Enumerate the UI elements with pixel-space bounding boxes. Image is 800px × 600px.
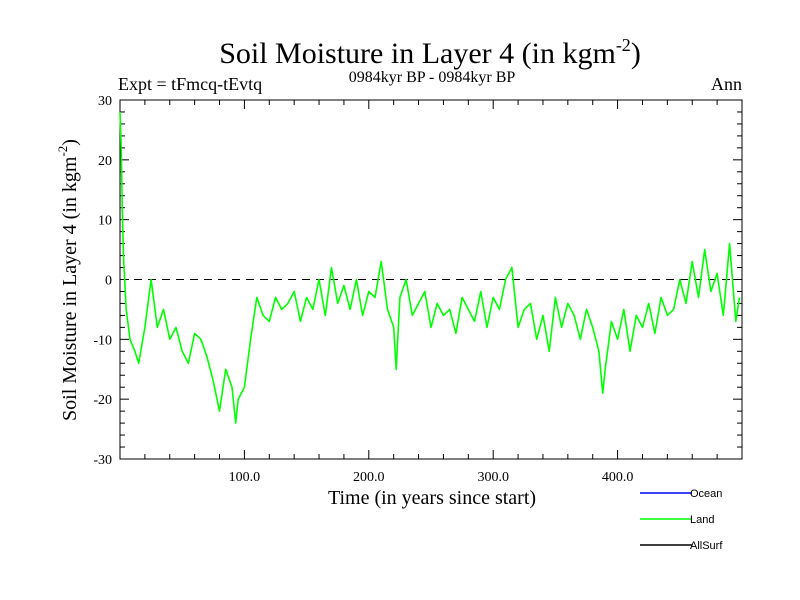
chart-title: Soil Moisture in Layer 4 (in kgm-2) [219,35,641,70]
experiment-label: Expt = tFmcq-tEvtq [118,74,262,94]
y-tick-label: 0 [105,274,112,289]
legend: Ocean Land AllSurf [640,488,723,552]
season-label: Ann [711,74,742,94]
x-tick-label: 100.0 [229,470,261,485]
y-tick-label: 30 [98,94,112,109]
land-series-line [119,111,741,424]
y-tick-labels: -30 -20 -10 0 10 20 30 [93,94,112,468]
y-tick-label: 20 [98,154,112,169]
x-tick-label: 300.0 [477,470,509,485]
x-tick-label: 200.0 [353,470,385,485]
y-axis-label: Soil Moisture in Layer 4 (in kgm-2) [55,139,81,421]
chart-subtitle: 0984kyr BP - 0984kyr BP [349,69,516,86]
y-tick-label: -20 [93,393,112,408]
y-tick-label: -10 [93,333,112,348]
legend-ocean-label: Ocean [690,488,722,500]
legend-allsurf-label: AllSurf [690,540,723,552]
x-tick-labels: 100.0 200.0 300.0 400.0 [229,470,634,485]
legend-land-label: Land [690,514,714,526]
y-tick-label: 10 [98,214,112,229]
x-tick-label: 400.0 [602,470,634,485]
y-tick-label: -30 [93,453,112,468]
x-axis-label: Time (in years since start) [328,487,536,509]
axis-ticks [120,99,742,460]
